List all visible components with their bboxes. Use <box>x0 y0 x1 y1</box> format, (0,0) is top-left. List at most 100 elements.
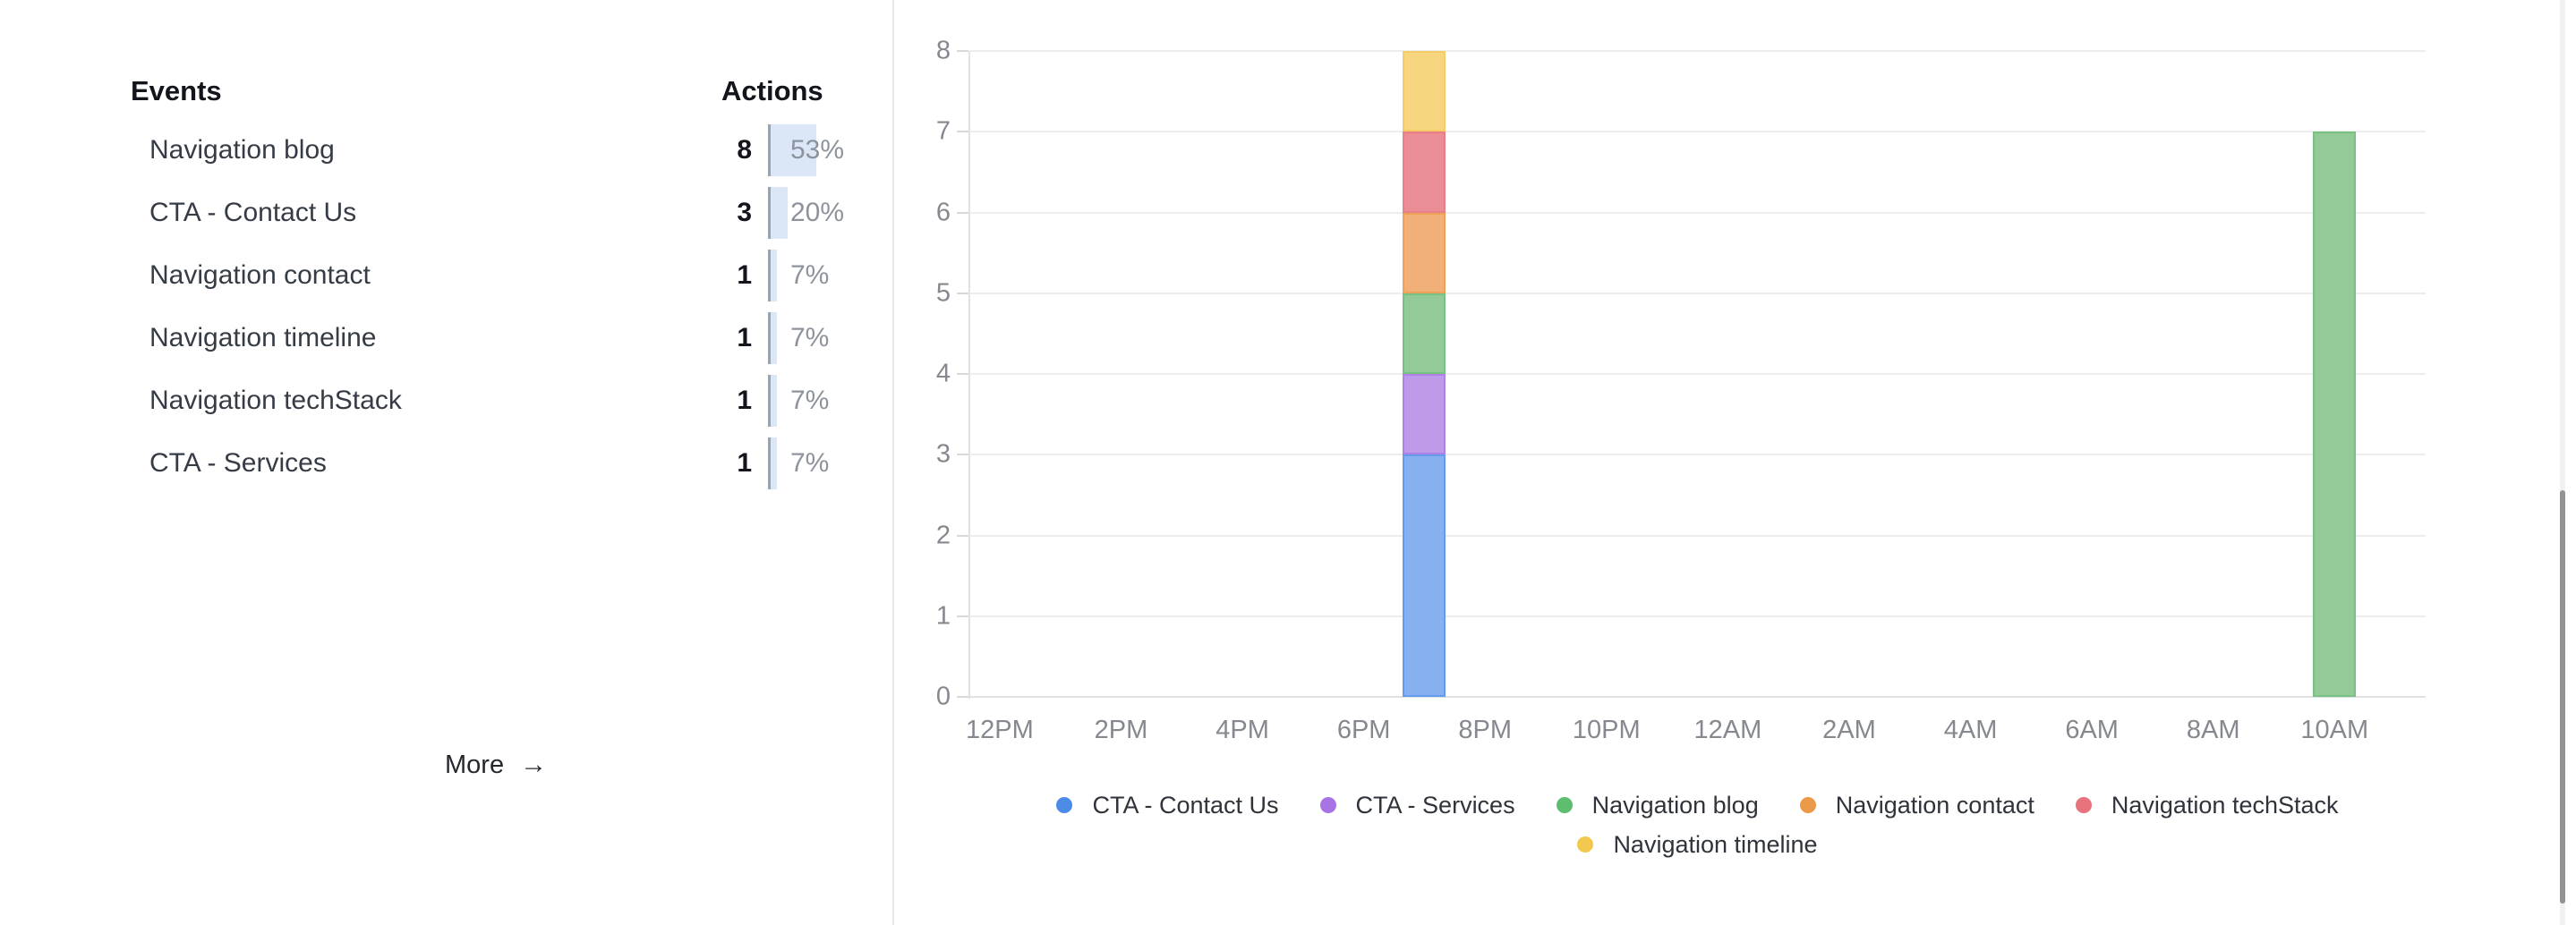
y-axis-tick-mark <box>957 534 968 537</box>
table-row[interactable]: Navigation techStack 1 7% <box>0 369 877 432</box>
bar-segment-navigation-blog[interactable] <box>2313 132 2357 697</box>
legend-dot-icon <box>2075 797 2092 813</box>
table-row[interactable]: CTA - Contact Us 3 20% <box>0 182 877 244</box>
gridline <box>969 211 2426 214</box>
events-column-header: Events <box>131 75 222 106</box>
arrow-right-icon: → <box>520 750 548 779</box>
percent-quota-fill <box>771 124 816 176</box>
more-link[interactable]: More → <box>445 750 547 780</box>
y-axis-tick-label: 2 <box>935 521 951 549</box>
legend-item-label: Navigation blog <box>1591 791 1759 819</box>
legend-item-label: Navigation timeline <box>1613 830 1818 858</box>
bar-segment-navigation-blog[interactable] <box>1403 293 1446 374</box>
event-name: CTA - Services <box>149 448 327 478</box>
legend-dot-icon <box>1799 797 1816 813</box>
table-row[interactable]: CTA - Services 1 7% <box>0 432 877 495</box>
bar-segment-navigation-timeline[interactable] <box>1403 51 1446 132</box>
percent-quota-bar: 7% <box>768 375 869 427</box>
legend-row: Navigation timeline <box>1577 827 1818 862</box>
y-axis-tick-mark <box>957 373 968 375</box>
gridline <box>969 292 2426 294</box>
percent-quota-fill <box>771 312 777 364</box>
y-axis-tick-label: 3 <box>935 439 951 469</box>
legend-row: CTA - Contact Us CTA - Services Navigation… <box>1056 787 2339 823</box>
event-name: Navigation blog <box>149 135 335 165</box>
y-axis-line <box>968 51 970 699</box>
y-axis-tick-label: 6 <box>935 198 951 226</box>
event-percent: 7% <box>790 323 830 352</box>
bar-segment-navigation-contact[interactable] <box>1403 212 1446 293</box>
x-axis-tick-label: 6PM <box>1336 716 1391 744</box>
x-axis-tick-label: 2PM <box>1094 716 1148 744</box>
bar-segment-cta-services[interactable] <box>1403 374 1446 455</box>
event-percent: 7% <box>790 260 830 290</box>
chart-legend: CTA - Contact Us CTA - Services Navigation… <box>969 787 2426 862</box>
legend-item-label: CTA - Services <box>1355 791 1515 819</box>
legend-item[interactable]: CTA - Services <box>1319 791 1515 819</box>
legend-item-label: Navigation techStack <box>2111 791 2339 819</box>
legend-item[interactable]: Navigation blog <box>1556 791 1759 819</box>
more-link-label: More <box>445 750 505 779</box>
table-row[interactable]: Navigation blog 8 53% <box>0 119 877 182</box>
y-axis-tick-mark <box>957 615 968 617</box>
x-axis-tick-label: 6AM <box>2065 716 2119 744</box>
table-row[interactable]: Navigation contact 1 7% <box>0 244 877 307</box>
legend-dot-icon <box>1577 836 1594 853</box>
event-name: Navigation techStack <box>149 386 402 415</box>
y-axis-tick-mark <box>957 454 968 456</box>
legend-item[interactable]: Navigation techStack <box>2075 791 2339 819</box>
y-axis-tick-mark <box>957 696 968 698</box>
panel-divider <box>892 0 894 925</box>
x-axis-tick-label: 4AM <box>1943 716 1998 744</box>
bar-segment-cta-contact-us[interactable] <box>1403 454 1446 697</box>
legend-dot-icon <box>1056 797 1073 813</box>
legend-item[interactable]: CTA - Contact Us <box>1056 792 1279 819</box>
percent-quota-bar: 20% <box>768 187 869 239</box>
event-percent: 20% <box>790 198 845 227</box>
gridline <box>969 696 2426 698</box>
legend-dot-icon <box>1319 797 1336 813</box>
event-percent: 7% <box>790 448 830 478</box>
percent-quota-fill <box>771 250 777 301</box>
x-axis-tick-label: 10AM <box>2300 716 2369 744</box>
x-axis-tick-label: 8AM <box>2186 716 2240 744</box>
event-count: 1 <box>737 386 752 415</box>
bar-segment-navigation-techstack[interactable] <box>1403 132 1446 213</box>
y-axis-tick-mark <box>957 50 968 52</box>
y-axis-tick-label: 1 <box>935 601 951 631</box>
x-axis-tick-label: 2AM <box>1822 716 1876 744</box>
percent-quota-bar: 7% <box>768 312 869 364</box>
table-row[interactable]: Navigation timeline 1 7% <box>0 307 877 369</box>
event-count: 1 <box>737 323 752 352</box>
scrollbar-thumb[interactable] <box>2560 490 2565 904</box>
legend-item[interactable]: Navigation timeline <box>1577 830 1818 859</box>
percent-quota-bar: 7% <box>768 250 869 301</box>
event-percent: 7% <box>790 386 830 415</box>
event-name: CTA - Contact Us <box>149 198 357 227</box>
percent-quota-fill <box>771 375 777 427</box>
y-axis-tick-label: 5 <box>935 278 951 308</box>
x-axis-tick-label: 12PM <box>966 716 1034 744</box>
scrollbar-track <box>2560 0 2565 925</box>
y-axis-tick-mark <box>957 211 968 214</box>
event-percent: 53% <box>790 135 845 165</box>
percent-quota-fill <box>771 187 788 239</box>
y-axis-tick-label: 4 <box>935 359 951 388</box>
percent-quota-bar: 53% <box>768 124 869 176</box>
event-name: Navigation timeline <box>149 323 377 352</box>
gridline <box>969 615 2426 617</box>
legend-item[interactable]: Navigation contact <box>1799 792 2034 819</box>
x-axis-tick-label: 8PM <box>1458 716 1513 744</box>
x-axis-tick-label: 10PM <box>1572 716 1641 744</box>
y-axis-tick-label: 8 <box>935 36 951 65</box>
plot-area <box>969 50 2426 698</box>
legend-dot-icon <box>1556 797 1573 813</box>
actions-column-header: Actions <box>721 75 823 106</box>
gridline <box>969 131 2426 133</box>
event-count: 3 <box>737 198 752 227</box>
x-axis-tick-label: 4PM <box>1215 716 1269 744</box>
y-axis-tick-mark <box>957 131 968 133</box>
x-axis-tick-label: 12AM <box>1693 716 1762 744</box>
y-axis-tick-label: 0 <box>935 682 951 711</box>
